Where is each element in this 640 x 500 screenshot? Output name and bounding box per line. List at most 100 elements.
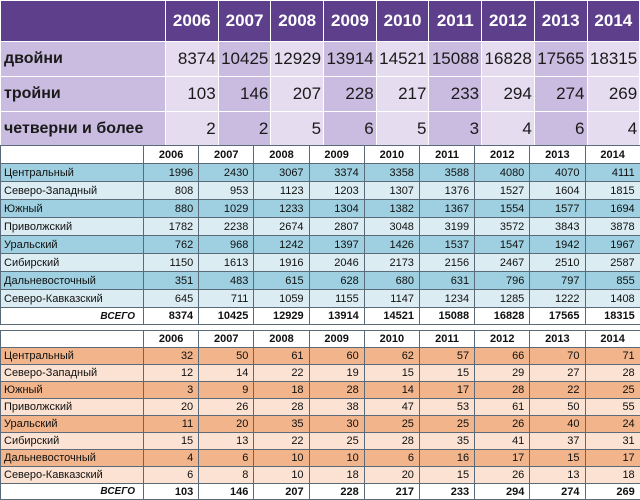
value-cell: 2046 xyxy=(309,254,364,272)
total-label: ВСЕГО xyxy=(1,308,144,325)
value-cell: 14 xyxy=(199,365,254,382)
header-row: 2006 2007 2008 2009 2010 2011 2012 2013 … xyxy=(1,1,640,42)
value-cell: 2 xyxy=(218,112,271,147)
value-cell: 57 xyxy=(419,348,474,365)
header-row: 2006 2007 2008 2009 2010 2011 2012 2013 … xyxy=(1,331,640,348)
value-cell: 5 xyxy=(376,112,429,147)
value-cell: 9 xyxy=(199,382,254,399)
value-cell: 50 xyxy=(530,399,585,416)
value-cell: 711 xyxy=(199,290,254,308)
total-cell: 14521 xyxy=(364,308,419,325)
value-cell: 13914 xyxy=(324,42,377,77)
total-cell: 103 xyxy=(144,484,199,500)
value-cell: 1782 xyxy=(144,218,199,236)
corner-cell xyxy=(1,146,144,164)
year-header: 2007 xyxy=(218,1,271,42)
total-cell: 233 xyxy=(419,484,474,500)
value-cell: 20 xyxy=(364,467,419,484)
value-cell: 10 xyxy=(309,450,364,467)
year-header: 2006 xyxy=(144,146,199,164)
value-cell: 1967 xyxy=(585,236,640,254)
total-cell: 274 xyxy=(530,484,585,500)
value-cell: 6 xyxy=(364,450,419,467)
year-header: 2012 xyxy=(482,1,535,42)
value-cell: 1426 xyxy=(364,236,419,254)
value-cell: 50 xyxy=(199,348,254,365)
year-header: 2013 xyxy=(530,146,585,164)
year-header: 2010 xyxy=(364,146,419,164)
year-header: 2009 xyxy=(324,1,377,42)
value-cell: 1307 xyxy=(364,182,419,200)
value-cell: 25 xyxy=(585,382,640,399)
value-cell: 28 xyxy=(309,382,364,399)
district-label: Южный xyxy=(1,200,144,218)
year-header: 2010 xyxy=(376,1,429,42)
value-cell: 17 xyxy=(419,382,474,399)
value-cell: 1147 xyxy=(364,290,419,308)
value-cell: 15 xyxy=(364,365,419,382)
value-cell: 28 xyxy=(364,433,419,450)
value-cell: 4080 xyxy=(475,164,530,182)
district-label: Сибирский xyxy=(1,433,144,450)
value-cell: 17 xyxy=(475,450,530,467)
district-label: Уральский xyxy=(1,416,144,433)
value-cell: 1059 xyxy=(254,290,309,308)
value-cell: 55 xyxy=(585,399,640,416)
value-cell: 1547 xyxy=(475,236,530,254)
value-cell: 28 xyxy=(475,382,530,399)
value-cell: 1815 xyxy=(585,182,640,200)
value-cell: 207 xyxy=(271,77,324,112)
year-header: 2008 xyxy=(254,331,309,348)
value-cell: 1242 xyxy=(254,236,309,254)
total-cell: 18315 xyxy=(585,308,640,325)
district-label: Уральский xyxy=(1,236,144,254)
value-cell: 103 xyxy=(166,77,219,112)
value-cell: 645 xyxy=(144,290,199,308)
value-cell: 30 xyxy=(309,416,364,433)
value-cell: 22 xyxy=(530,382,585,399)
value-cell: 1234 xyxy=(419,290,474,308)
year-header: 2008 xyxy=(254,146,309,164)
value-cell: 2674 xyxy=(254,218,309,236)
total-cell: 207 xyxy=(254,484,309,500)
value-cell: 27 xyxy=(530,365,585,382)
row-label: тройни xyxy=(1,77,166,112)
value-cell: 4070 xyxy=(530,164,585,182)
district-label: Северо-Западный xyxy=(1,365,144,382)
value-cell: 17 xyxy=(585,450,640,467)
value-cell: 61 xyxy=(475,399,530,416)
value-cell: 1155 xyxy=(309,290,364,308)
value-cell: 3 xyxy=(144,382,199,399)
value-cell: 29 xyxy=(475,365,530,382)
total-cell: 8374 xyxy=(144,308,199,325)
district-label: Северо-Западный xyxy=(1,182,144,200)
value-cell: 13 xyxy=(530,467,585,484)
value-cell: 11 xyxy=(144,416,199,433)
value-cell: 1604 xyxy=(530,182,585,200)
value-cell: 1537 xyxy=(419,236,474,254)
year-header: 2014 xyxy=(585,146,640,164)
value-cell: 8374 xyxy=(166,42,219,77)
value-cell: 3878 xyxy=(585,218,640,236)
value-cell: 4 xyxy=(144,450,199,467)
year-header: 2009 xyxy=(309,146,364,164)
value-cell: 2238 xyxy=(199,218,254,236)
value-cell: 1222 xyxy=(530,290,585,308)
value-cell: 6 xyxy=(534,112,587,147)
value-cell: 4 xyxy=(482,112,535,147)
value-cell: 13 xyxy=(199,433,254,450)
year-header: 2014 xyxy=(585,331,640,348)
value-cell: 66 xyxy=(475,348,530,365)
year-header: 2012 xyxy=(475,331,530,348)
value-cell: 3199 xyxy=(419,218,474,236)
value-cell: 1996 xyxy=(144,164,199,182)
value-cell: 2 xyxy=(166,112,219,147)
